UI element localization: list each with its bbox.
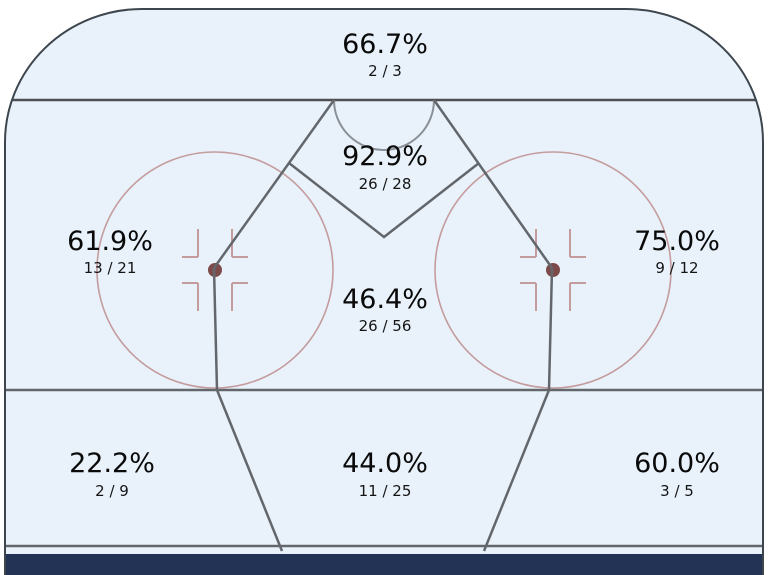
zone-right-circle-pct: 75.0%	[634, 226, 720, 257]
zone-above-goal-pct: 66.7%	[342, 29, 428, 60]
zone-line-right-diagonal	[432, 99, 554, 269]
zone-center-slot-fraction: 26 / 56	[359, 317, 412, 335]
rink-surface	[5, 9, 763, 575]
zone-labels: 66.7% 2 / 3 92.9% 26 / 28 61.9% 13 / 21 …	[67, 29, 720, 500]
zone-left-point-fraction: 2 / 9	[95, 482, 129, 500]
right-faceoff-circle	[434, 151, 672, 389]
zone-center-slot-pct: 46.4%	[342, 284, 428, 315]
right-faceoff-hashmarks	[520, 229, 586, 311]
zone-line-slot-v	[288, 162, 480, 239]
zone-right-point-pct: 60.0%	[634, 448, 720, 479]
zone-line-left-vertical	[212, 267, 219, 391]
zone-boundaries	[5, 99, 763, 552]
blue-line-bar	[5, 554, 763, 575]
zone-high-slot-fraction: 26 / 28	[359, 175, 412, 193]
zone-center-point-fraction: 11 / 25	[359, 482, 412, 500]
zone-left-circle-fraction: 13 / 21	[84, 259, 137, 277]
goal-crease-arc	[333, 99, 435, 151]
zone-left-circle-pct: 61.9%	[67, 226, 153, 257]
zone-line-bottom-left-diagonal	[215, 389, 284, 552]
zone-center-point-pct: 44.0%	[342, 448, 428, 479]
zone-line-bottom-right-diagonal	[482, 389, 551, 552]
zone-right-point-fraction: 3 / 5	[660, 482, 694, 500]
zone-line-right-vertical	[547, 267, 554, 391]
zone-above-goal-fraction: 2 / 3	[368, 62, 402, 80]
zone-line-left-diagonal	[212, 99, 336, 269]
zone-left-point-pct: 22.2%	[69, 448, 155, 479]
zone-high-slot-pct: 92.9%	[342, 141, 428, 172]
left-faceoff-circle	[96, 151, 334, 389]
zone-right-circle-fraction: 9 / 12	[655, 259, 698, 277]
rink-border	[4, 8, 764, 575]
